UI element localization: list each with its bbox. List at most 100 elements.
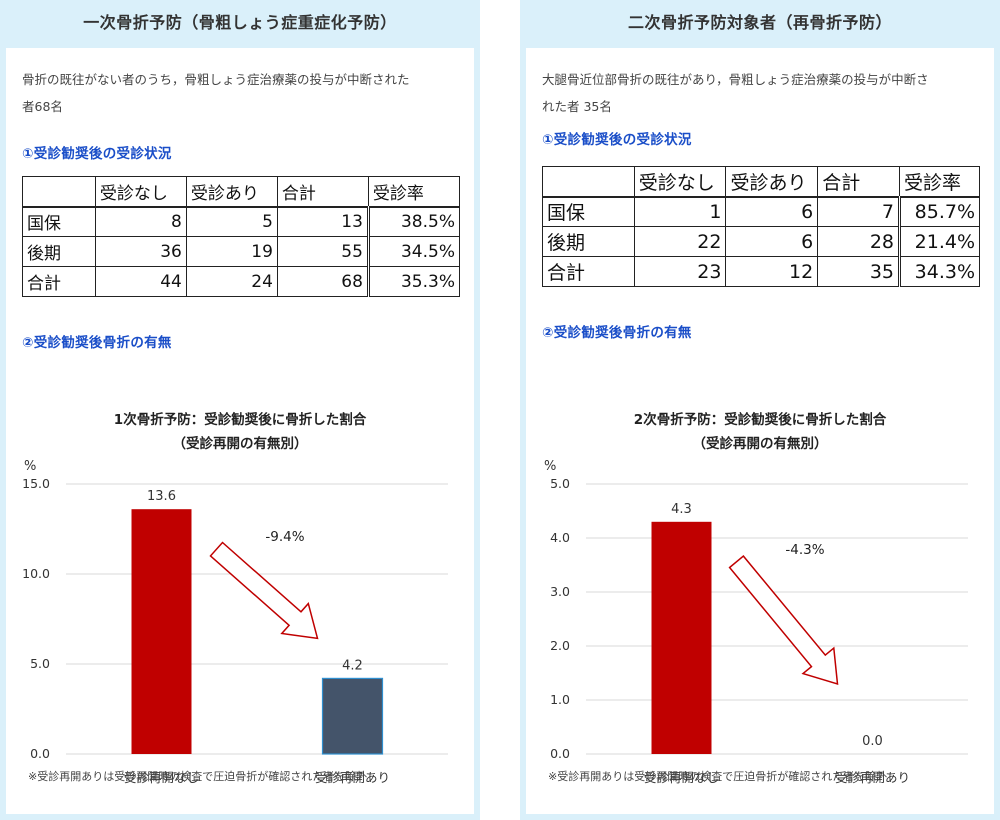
chart-title-line: （受診再開の有無別）	[172, 436, 308, 452]
panel-body: 骨折の既往がない者のうち，骨粗しょう症治療薬の投与が中断された 者68名 ①受診…	[6, 48, 474, 814]
table-cell: 23	[633, 256, 727, 287]
data-label: 0.0	[862, 734, 883, 749]
table-cell: 6	[725, 226, 819, 257]
bar-chart-svg: % 0.0 5.0 10.0 15.0 13.6 受診再開なし 4.2 受診再開あり -9.4%	[22, 459, 448, 785]
decrease-arrow-icon	[209, 541, 319, 640]
y-tick-label: 15.0	[22, 476, 50, 491]
chart-secondary: 2次骨折予防：受診勧奨後に骨折した割合 （受診再開の有無別） % 0.0 1.0 2.…	[526, 408, 994, 800]
table-row: 国保 8 5 13 38.5%	[22, 205, 461, 237]
table-header-cell: 受診率	[367, 176, 461, 207]
table-cell: 合計	[542, 256, 635, 287]
x-tick-label: 受診再開なし	[644, 770, 719, 785]
chart-title-line: 2次骨折予防：受診勧奨後に骨折した割合	[633, 412, 887, 428]
table-cell: 85.7%	[899, 195, 980, 227]
table-cell: 12	[725, 256, 819, 287]
y-tick-label: 3.0	[550, 584, 570, 599]
bar	[651, 521, 712, 754]
table-row: 合計 23 12 35 34.3%	[542, 256, 980, 287]
table-header-cell: 受診あり	[185, 176, 278, 207]
table-cell: 21.4%	[899, 226, 980, 257]
y-tick-label: 10.0	[22, 566, 50, 581]
panel-primary-prevention: 一次骨折予防（骨粗しょう症重症化予防） 骨折の既往がない者のうち，骨粗しょう症治…	[0, 0, 480, 820]
table-cell: 35.3%	[367, 266, 461, 297]
table-cell: 8	[94, 205, 187, 237]
table-cell: 34.5%	[367, 236, 461, 267]
data-label: 4.2	[342, 658, 363, 673]
table-cell: 後期	[542, 226, 635, 257]
change-annotation: -4.3%	[785, 542, 824, 558]
chart-title-line: （受診再開の有無別）	[692, 436, 828, 452]
data-label: 13.6	[147, 489, 176, 504]
section-heading-fracture: ②受診勧奨後骨折の有無	[542, 325, 692, 341]
table-cell: 24	[185, 266, 278, 297]
table-cell: 国保	[22, 205, 96, 237]
table-row: 後期 22 6 28 21.4%	[542, 226, 980, 257]
bar-chart-svg: % 0.0 1.0 2.0 3.0 4.0 5.0 4.3 受診再開なし 0.0 受診再開あり -4.…	[544, 459, 968, 785]
table-cell: 68	[276, 266, 370, 297]
panel-secondary-prevention: 二次骨折予防対象者（再骨折予防） 大腿骨近位部骨折の既往があり，骨粗しょう症治療…	[520, 0, 1000, 820]
section-heading-visit-status: ①受診勧奨後の受診状況	[22, 146, 172, 162]
data-label: 4.3	[671, 502, 692, 517]
table-row: 合計 44 24 68 35.3%	[22, 266, 461, 297]
table-cell: 55	[276, 236, 370, 267]
y-axis-unit: %	[24, 459, 36, 474]
footnote: ※受診再開ありは受診再開時の検査で圧迫骨折が確認された者を除外	[548, 770, 888, 783]
panel-title: 一次骨折予防（骨粗しょう症重症化予防）	[83, 13, 397, 32]
table-cell: 35	[817, 256, 902, 287]
chart-title-line: 1次骨折予防：受診勧奨後に骨折した割合	[113, 412, 367, 428]
y-axis-unit: %	[544, 459, 556, 474]
table-header-cell	[22, 176, 96, 207]
table-cell: 38.5%	[367, 205, 461, 237]
description-line: 者68名	[22, 99, 63, 114]
table-header-cell: 受診率	[899, 166, 980, 197]
description: 骨折の既往がない者のうち，骨粗しょう症治療薬の投与が中断された 者68名	[22, 66, 458, 120]
x-tick-label: 受診再開あり	[315, 770, 390, 785]
table-cell: 後期	[22, 236, 96, 267]
chart-title: 2次骨折予防：受診勧奨後に骨折した割合 （受診再開の有無別）	[526, 408, 994, 456]
table-cell: 合計	[22, 266, 96, 297]
y-tick-label: 1.0	[550, 692, 570, 707]
x-tick-label: 受診再開あり	[835, 770, 910, 785]
table-cell: 国保	[542, 195, 635, 227]
table-cell: 28	[817, 226, 902, 257]
table-header-row: 受診なし 受診あり 合計 受診率	[542, 166, 980, 197]
table-row: 国保 1 6 7 85.7%	[542, 195, 980, 227]
table-cell: 36	[94, 236, 187, 267]
y-tick-label: 5.0	[30, 656, 50, 671]
y-tick-label: 5.0	[550, 476, 570, 491]
decrease-arrow-icon	[728, 555, 839, 686]
table-header-cell	[542, 166, 635, 197]
visit-status-table: 受診なし 受診あり 合計 受診率 国保 1 6 7 85.7% 後期 22 6	[542, 166, 980, 287]
description-line: れた者 35名	[542, 99, 612, 114]
table-header-cell: 受診なし	[633, 166, 727, 197]
footnote: ※受診再開ありは受診再開時の検査で圧迫骨折が確認された者を除外	[28, 770, 368, 783]
bar	[131, 509, 192, 754]
table-header-cell: 合計	[276, 176, 369, 207]
table-cell: 1	[633, 195, 727, 227]
x-tick-label: 受診再開なし	[124, 770, 199, 785]
y-tick-label: 0.0	[550, 746, 570, 761]
table-cell: 19	[185, 236, 278, 267]
table-row: 後期 36 19 55 34.5%	[22, 236, 461, 267]
description-line: 大腿骨近位部骨折の既往があり，骨粗しょう症治療薬の投与が中断さ	[542, 72, 929, 87]
section-heading-visit-status: ①受診勧奨後の受診状況	[542, 132, 692, 148]
description: 大腿骨近位部骨折の既往があり，骨粗しょう症治療薬の投与が中断さ れた者 35名	[542, 66, 978, 120]
table-cell: 34.3%	[899, 256, 980, 287]
chart-primary: 1次骨折予防：受診勧奨後に骨折した割合 （受診再開の有無別） % 0.0 5.0 10…	[6, 408, 474, 800]
table-header-cell: 合計	[817, 166, 901, 197]
table-cell: 6	[725, 195, 819, 227]
table-header-row: 受診なし 受診あり 合計 受診率	[22, 176, 461, 207]
change-annotation: -9.4%	[265, 529, 304, 545]
chart-title: 1次骨折予防：受診勧奨後に骨折した割合 （受診再開の有無別）	[6, 408, 474, 456]
table-cell: 13	[276, 205, 370, 237]
y-tick-label: 0.0	[30, 746, 50, 761]
table-header-cell: 受診なし	[94, 176, 187, 207]
panel-title: 二次骨折予防対象者（再骨折予防）	[627, 13, 892, 32]
panel-body: 大腿骨近位部骨折の既往があり，骨粗しょう症治療薬の投与が中断さ れた者 35名 …	[526, 48, 994, 814]
table-cell: 22	[633, 226, 727, 257]
table-cell: 5	[185, 205, 278, 237]
y-tick-label: 4.0	[550, 530, 570, 545]
y-tick-label: 2.0	[550, 638, 570, 653]
table-header-cell: 受診あり	[725, 166, 819, 197]
bar	[321, 677, 384, 755]
